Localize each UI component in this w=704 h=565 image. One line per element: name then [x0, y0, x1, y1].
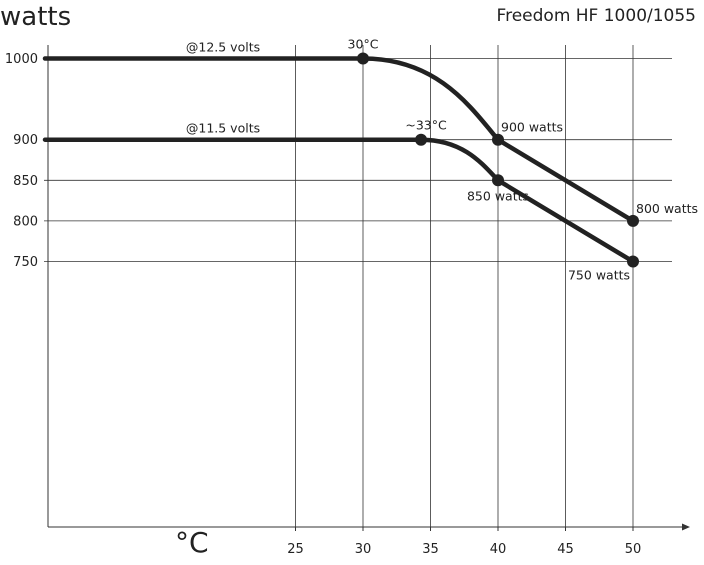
annotation-label: 900 watts — [501, 120, 563, 135]
series-line — [42, 56, 636, 224]
y-axis-label: watts — [0, 2, 72, 32]
annotation-label: 30°C — [348, 37, 379, 52]
x-tick-label: 35 — [422, 542, 439, 557]
y-tick-label: 800 — [13, 214, 38, 229]
y-tick-label: 750 — [13, 255, 38, 270]
y-tick-label: 1000 — [5, 52, 38, 67]
x-tick-label: 50 — [625, 542, 642, 557]
series-label: @12.5 volts — [186, 40, 260, 55]
x-axis-arrow — [682, 523, 690, 531]
annotation-label: 750 watts — [568, 268, 630, 283]
chart-title: Freedom HF 1000/1055 — [496, 6, 696, 26]
annotation-label: 800 watts — [636, 201, 698, 216]
data-point — [492, 174, 504, 187]
x-tick-label: 30 — [355, 542, 372, 557]
y-tick-label: 900 — [13, 133, 38, 148]
x-tick-label: 40 — [490, 542, 507, 557]
data-point — [492, 133, 504, 146]
data-point — [627, 255, 639, 268]
series-label: @11.5 volts — [186, 121, 260, 136]
data-point — [415, 133, 428, 146]
series-line — [42, 137, 636, 264]
x-tick-label: 45 — [557, 542, 574, 557]
data-point — [627, 214, 639, 227]
data-point — [357, 52, 369, 65]
annotation-label: 850 watts — [467, 188, 529, 203]
x-tick-label: 25 — [287, 542, 304, 557]
annotation-label: ~33°C — [405, 118, 447, 133]
x-axis-label: °C — [175, 526, 209, 559]
y-tick-label: 850 — [13, 174, 38, 189]
